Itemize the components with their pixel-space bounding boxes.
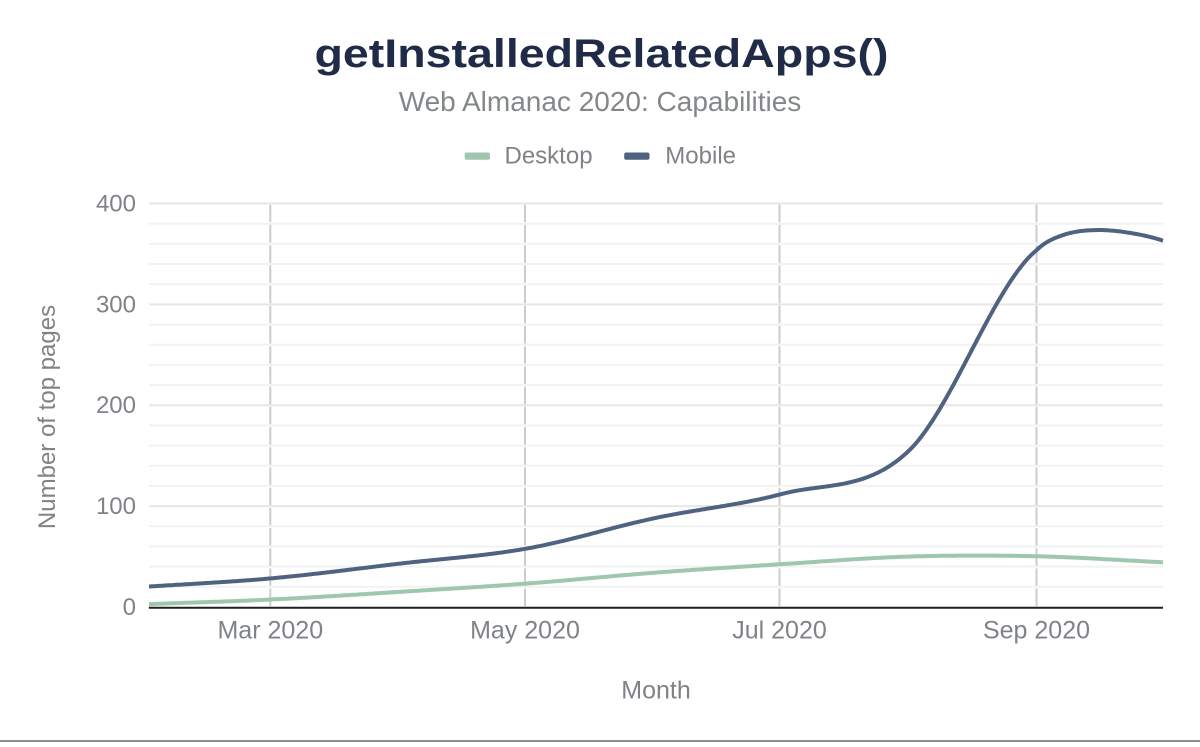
svg-text:100: 100 (96, 493, 136, 520)
svg-text:Sep 2020: Sep 2020 (983, 617, 1090, 645)
svg-text:Mobile: Mobile (665, 143, 736, 170)
svg-text:May 2020: May 2020 (470, 617, 580, 645)
svg-text:Month: Month (621, 677, 690, 705)
svg-text:300: 300 (96, 291, 136, 318)
svg-text:Number of top pages: Number of top pages (34, 305, 61, 529)
svg-text:Web Almanac 2020: Capabilities: Web Almanac 2020: Capabilities (399, 86, 802, 117)
svg-text:Jul 2020: Jul 2020 (732, 617, 827, 645)
svg-text:400: 400 (96, 191, 136, 218)
svg-text:200: 200 (96, 392, 136, 419)
svg-text:0: 0 (123, 594, 136, 621)
svg-text:Mar 2020: Mar 2020 (217, 617, 323, 645)
svg-text:getInstalledRelatedApps(): getInstalledRelatedApps() (315, 32, 889, 76)
svg-text:Desktop: Desktop (505, 143, 593, 170)
